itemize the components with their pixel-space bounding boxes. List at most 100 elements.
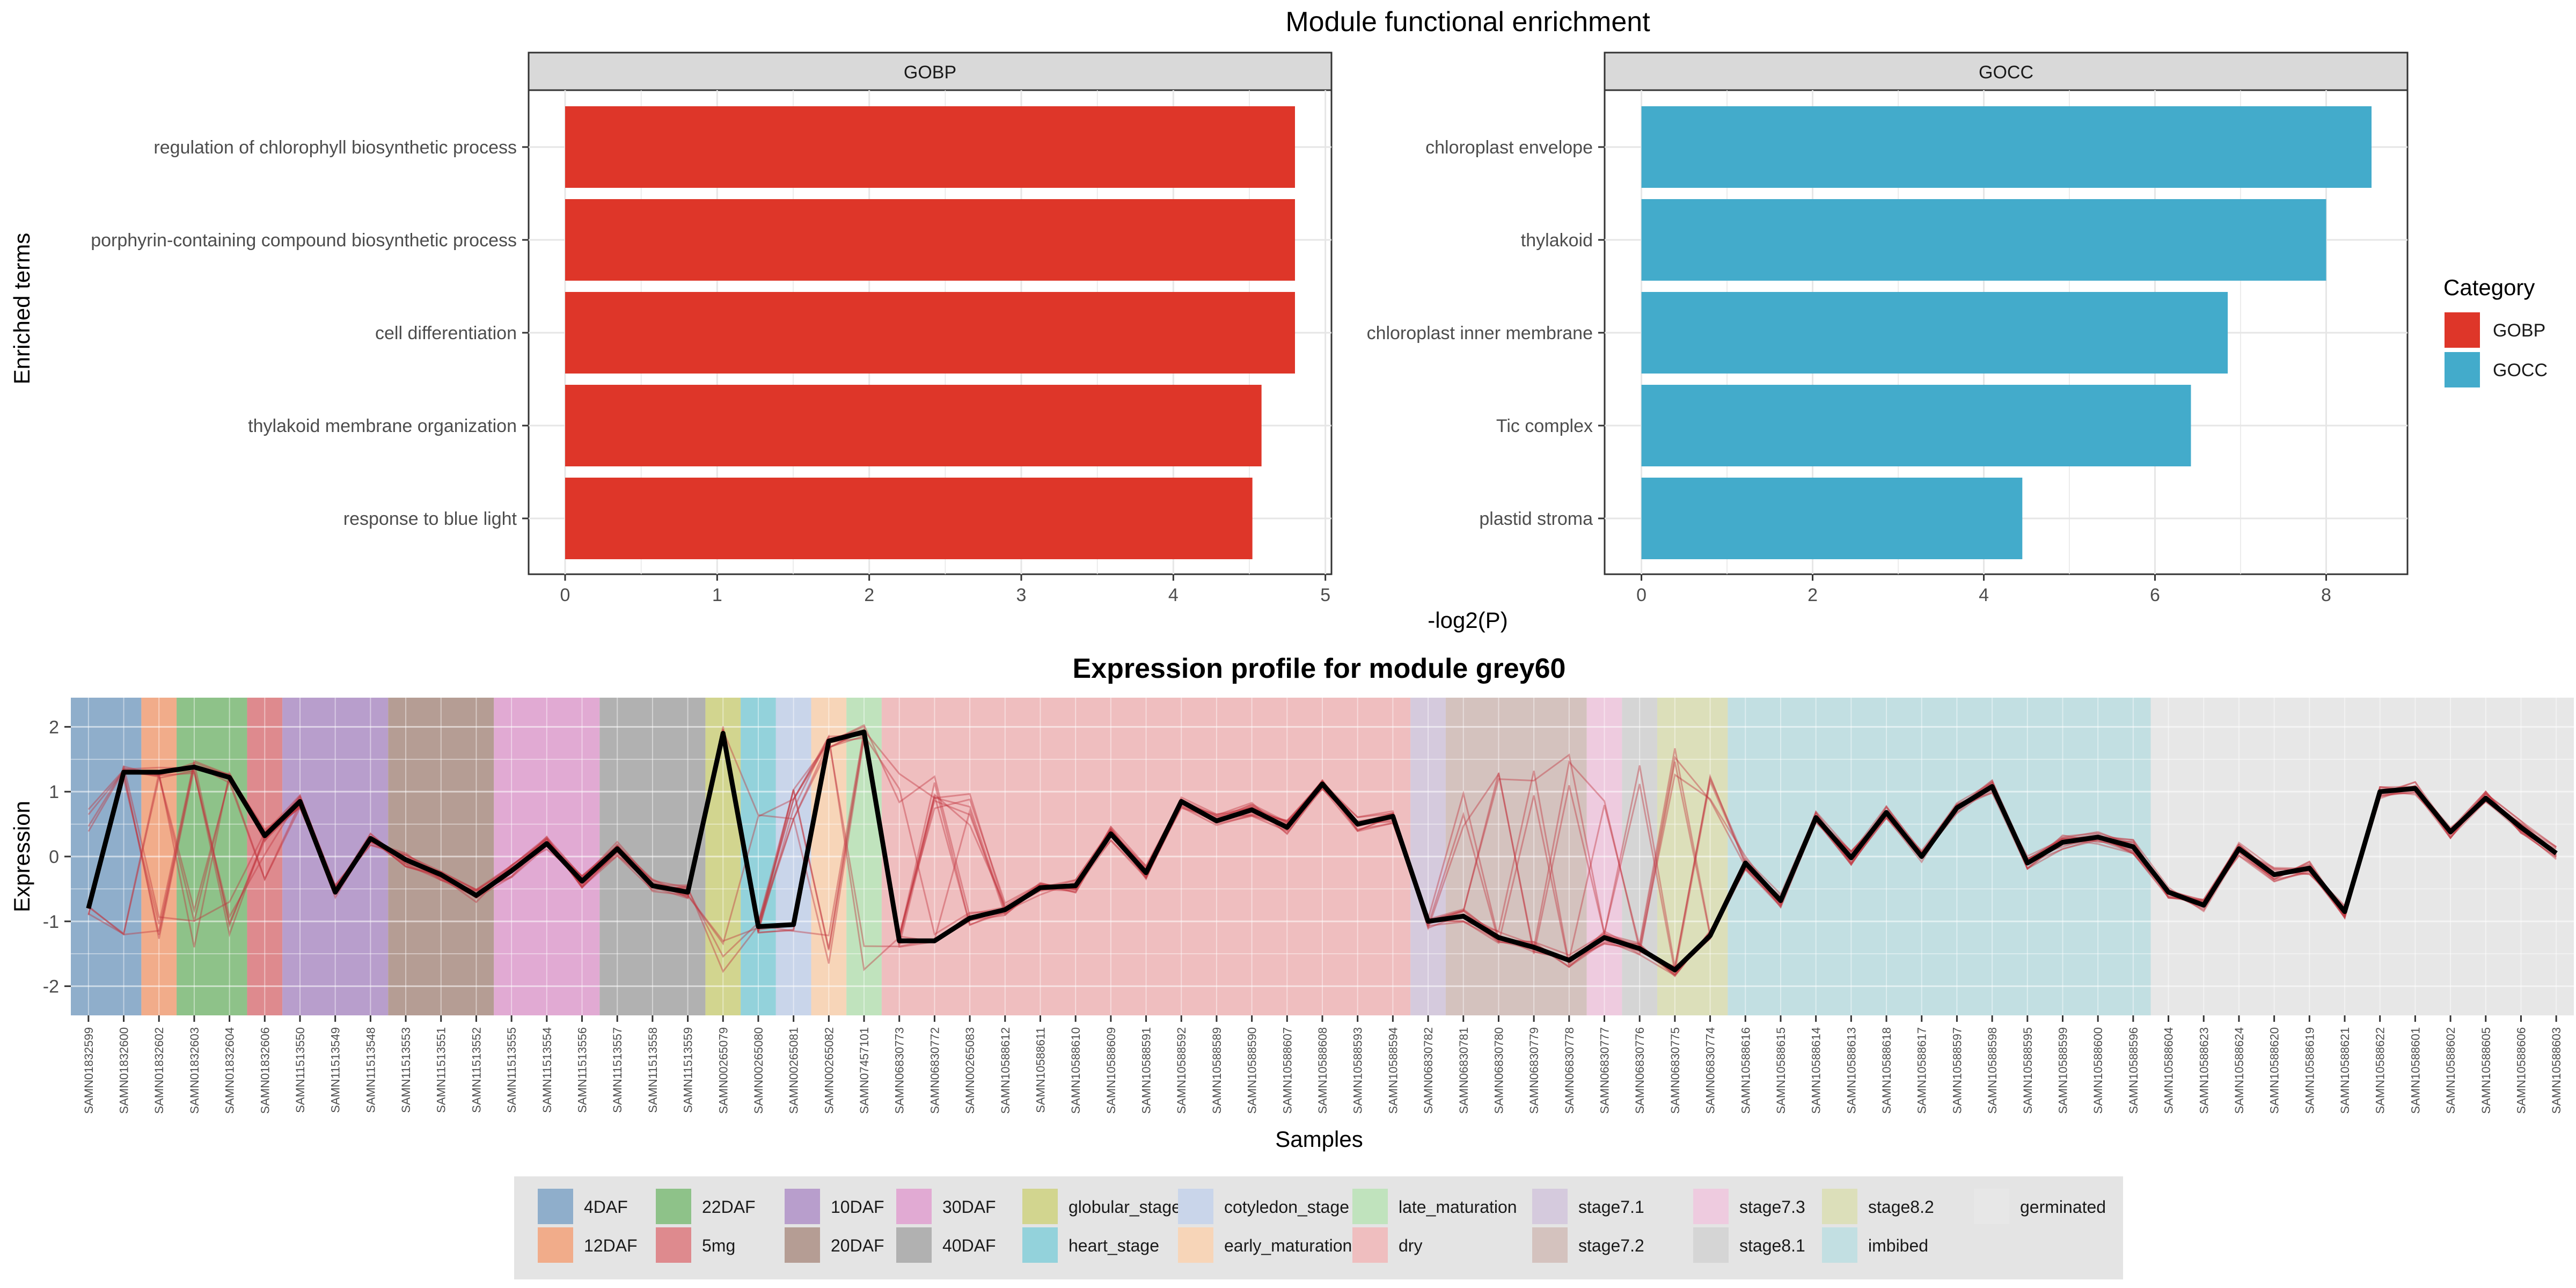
y-tick-label: response to blue light — [343, 509, 517, 529]
stage-legend-key — [1532, 1227, 1568, 1263]
x-tick-label: SAMN10588603 — [2550, 1027, 2563, 1114]
stage-legend-label: stage7.1 — [1578, 1197, 1644, 1217]
gobp-strip-label: GOBP — [904, 62, 956, 83]
enrichment-y-axis-label: Enriched terms — [9, 233, 34, 384]
y-tick-label: 2 — [49, 717, 59, 737]
gocc-panel: GOCC chloroplast envelope thylakoid chloro… — [1367, 52, 2409, 605]
expression-title: Expression profile for module grey60 — [1073, 653, 1566, 684]
x-tick-label: SAMN10588612 — [999, 1027, 1012, 1114]
x-tick-label: SAMN10588614 — [1810, 1027, 1823, 1114]
stage-legend-label: 5mg — [702, 1236, 735, 1255]
enrichment-title: Module functional enrichment — [1285, 6, 1650, 38]
x-tick-label: 1 — [712, 585, 722, 605]
bar — [565, 292, 1295, 374]
stage-legend-label: cotyledon_stage — [1224, 1197, 1349, 1217]
y-tick-label: chloroplast inner membrane — [1367, 323, 1593, 343]
x-tick-label: SAMN10588616 — [1739, 1027, 1752, 1114]
x-tick-label: SAMN11513558 — [646, 1027, 660, 1113]
x-tick-label: SAMN11513553 — [399, 1027, 413, 1113]
x-tick-label: SAMN10588610 — [1069, 1027, 1082, 1114]
x-tick-label: SAMN11513559 — [682, 1027, 695, 1113]
x-tick-label: 0 — [1636, 585, 1646, 605]
x-tick-label: SAMN11513551 — [435, 1027, 448, 1113]
stage-legend-key — [1178, 1227, 1213, 1263]
x-tick-label: SAMN10588619 — [2303, 1027, 2316, 1114]
x-tick-label: SAMN06830778 — [1563, 1027, 1576, 1114]
bar — [565, 199, 1295, 281]
gene-trace — [87, 725, 2557, 972]
bar — [1641, 199, 2326, 281]
stage-legend-key — [656, 1227, 691, 1263]
y-tick-label: regulation of chlorophyll biosynthetic p… — [153, 137, 517, 158]
stage-legend: 4DAF 12DAF 22DAF 5mg 10DAF 20DAF 30DAF 40DAF glo… — [514, 1176, 2123, 1279]
x-tick-label: SAMN10588599 — [2057, 1027, 2070, 1114]
x-tick-label: SAMN10588617 — [1915, 1027, 1929, 1114]
x-tick-label: SAMN11513548 — [364, 1027, 377, 1113]
gobp-strip — [528, 52, 1333, 91]
x-tick-label: 4 — [1168, 585, 1179, 605]
stage-legend-label: stage7.3 — [1739, 1197, 1805, 1217]
x-tick-label: SAMN10588598 — [1986, 1027, 1999, 1114]
x-tick-label: SAMN10588605 — [2479, 1027, 2493, 1114]
x-tick-label: SAMN06830782 — [1422, 1027, 1435, 1114]
x-tick-label: SAMN01832599 — [82, 1027, 96, 1114]
x-tick-label: SAMN10588597 — [1950, 1027, 1964, 1114]
x-tick-label: SAMN10588606 — [2515, 1027, 2528, 1114]
stage-legend-key — [656, 1189, 691, 1224]
expression-plot: -2 -1 0 1 2 SAMN01832599 SAMN01832600 SAMN0183… — [43, 698, 2574, 1114]
x-tick-label: SAMN10588602 — [2444, 1027, 2457, 1114]
stage-legend-label: heart_stage — [1069, 1236, 1159, 1255]
x-tick-label: SAMN10588607 — [1280, 1027, 1294, 1114]
x-tick-label: SAMN01832604 — [223, 1027, 237, 1114]
x-tick-label: SAMN10588618 — [1880, 1027, 1893, 1114]
x-tick-label: SAMN06830774 — [1704, 1027, 1717, 1114]
x-tick-label: SAMN06830775 — [1668, 1027, 1682, 1114]
stage-legend-key — [538, 1227, 573, 1263]
x-tick-label: SAMN10588589 — [1210, 1027, 1224, 1114]
stage-legend-label: dry — [1399, 1236, 1422, 1255]
stage-legend-key — [1822, 1227, 1857, 1263]
x-tick-label: 0 — [560, 585, 570, 605]
x-tick-label: SAMN10588601 — [2409, 1027, 2422, 1114]
gocc-strip-label: GOCC — [1979, 62, 2033, 83]
stage-legend-label: 10DAF — [831, 1197, 884, 1217]
stage-legend-label: 20DAF — [831, 1236, 884, 1255]
y-tick-label: plastid stroma — [1479, 509, 1593, 529]
x-tick-label: SAMN10588622 — [2374, 1027, 2387, 1114]
x-tick-label: SAMN10588595 — [2021, 1027, 2035, 1114]
bar — [565, 385, 1262, 466]
x-tick-label: SAMN11513555 — [505, 1027, 518, 1113]
stage-legend-key — [1178, 1189, 1213, 1224]
y-tick-label: chloroplast envelope — [1425, 137, 1593, 158]
bar — [1641, 478, 2023, 559]
x-tick-label: 8 — [2321, 585, 2331, 605]
y-tick-label: thylakoid — [1521, 230, 1593, 251]
stage-legend-label: early_maturation — [1224, 1236, 1352, 1255]
stage-legend-key — [1822, 1189, 1857, 1224]
stage-legend-key — [1022, 1227, 1058, 1263]
x-tick-label: SAMN10588623 — [2197, 1027, 2211, 1114]
y-tick-label: -2 — [43, 977, 59, 997]
bar — [1641, 106, 2372, 188]
legend-title: Category — [2443, 275, 2535, 300]
bar — [565, 106, 1295, 188]
x-tick-label: 3 — [1016, 585, 1027, 605]
stage-legend-label: imbibed — [1868, 1236, 1928, 1255]
x-tick-label: 6 — [2150, 585, 2160, 605]
y-tick-label: porphyrin-containing compound biosynthet… — [91, 230, 517, 251]
legend-key-gocc — [2445, 352, 2480, 387]
x-tick-label: SAMN11513549 — [329, 1027, 342, 1113]
stage-legend-key — [1352, 1227, 1388, 1263]
x-tick-label: SAMN10588608 — [1316, 1027, 1329, 1114]
x-tick-label: SAMN01832606 — [258, 1027, 272, 1114]
bar — [1641, 385, 2191, 466]
x-tick-label: SAMN10588600 — [2091, 1027, 2105, 1114]
expression-x-axis-label: Samples — [1275, 1126, 1363, 1152]
stage-legend-label: germinated — [2020, 1197, 2106, 1217]
y-tick-label: Tic complex — [1496, 416, 1593, 436]
x-tick-label: 2 — [864, 585, 874, 605]
stage-legend-key — [896, 1189, 932, 1224]
x-tick-label: SAMN00265081 — [787, 1027, 801, 1114]
y-tick-label: 0 — [49, 847, 59, 867]
x-tick-label: SAMN11513556 — [576, 1027, 589, 1113]
